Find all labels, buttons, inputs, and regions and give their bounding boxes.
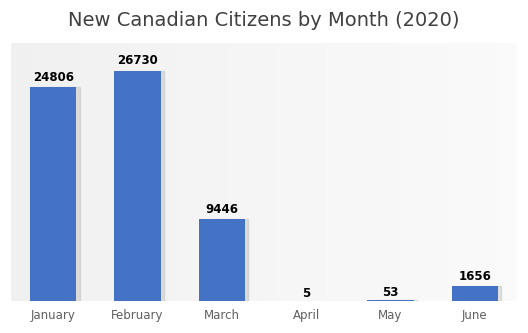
- Title: New Canadian Citizens by Month (2020): New Canadian Citizens by Month (2020): [68, 11, 460, 30]
- Bar: [209, 219, 248, 301]
- Bar: [40, 87, 80, 301]
- Bar: [115, 71, 161, 301]
- Bar: [367, 300, 413, 301]
- Bar: [451, 286, 498, 301]
- Text: 53: 53: [382, 286, 399, 299]
- Bar: [378, 300, 417, 301]
- Bar: [30, 87, 77, 301]
- Text: 26730: 26730: [117, 54, 158, 68]
- Text: 1656: 1656: [458, 270, 491, 283]
- Bar: [199, 219, 245, 301]
- Bar: [125, 71, 164, 301]
- Text: 24806: 24806: [33, 71, 74, 84]
- Text: 9446: 9446: [205, 203, 238, 216]
- Text: 5: 5: [302, 287, 310, 300]
- Bar: [462, 286, 501, 301]
